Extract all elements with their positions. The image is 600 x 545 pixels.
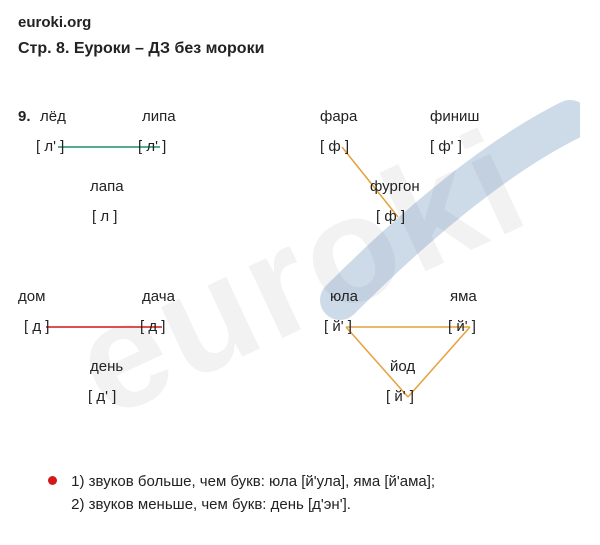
phon-g4-a: [ й' ]: [324, 318, 352, 335]
phon-g3-c: [ д' ]: [88, 388, 116, 405]
word-g1-a: лёд: [40, 108, 66, 125]
word-g2-c: фургон: [370, 178, 420, 195]
notes-block: 1) звуков больше, чем букв: юла [й'ула],…: [48, 470, 568, 517]
connector-lines: [0, 0, 600, 545]
page-title: Стр. 8. Еуроки – ДЗ без мороки: [18, 40, 264, 58]
word-g1-c: лапа: [90, 178, 124, 195]
phon-g2-c: [ ф ]: [376, 208, 405, 225]
exercise-number: 9.: [18, 108, 31, 125]
watermark-text: euroki: [49, 94, 552, 451]
bullet-icon: [48, 476, 57, 485]
word-g3-a: дом: [18, 288, 45, 305]
site-label: euroki.org: [18, 14, 91, 31]
phon-g2-a: [ ф ]: [320, 138, 349, 155]
word-g1-b: липа: [142, 108, 176, 125]
phon-g3-a: [ д ]: [24, 318, 49, 335]
phon-g1-b: [ л' ]: [138, 138, 166, 155]
phon-g1-c: [ л ]: [92, 208, 117, 225]
phon-g4-c: [ й' ]: [386, 388, 414, 405]
word-g4-b: яма: [450, 288, 477, 305]
word-g4-a: юла: [330, 288, 358, 305]
word-g2-b: финиш: [430, 108, 479, 125]
note-line-1: 1) звуков больше, чем букв: юла [й'ула],…: [71, 473, 435, 490]
phon-g3-b: [ д ]: [140, 318, 165, 335]
page-root: euroki euroki.org Стр. 8. Еуроки – ДЗ бе…: [0, 0, 600, 545]
phon-g4-b: [ й' ]: [448, 318, 476, 335]
word-g2-a: фара: [320, 108, 357, 125]
phon-g2-b: [ ф' ]: [430, 138, 462, 155]
note-line-2: 2) звуков меньше, чем букв: день [д'эн']…: [71, 496, 351, 513]
watermark-swoosh: [320, 90, 580, 350]
word-g4-c: йод: [390, 358, 415, 375]
word-g3-b: дача: [142, 288, 175, 305]
phon-g1-a: [ л' ]: [36, 138, 64, 155]
word-g3-c: день: [90, 358, 123, 375]
